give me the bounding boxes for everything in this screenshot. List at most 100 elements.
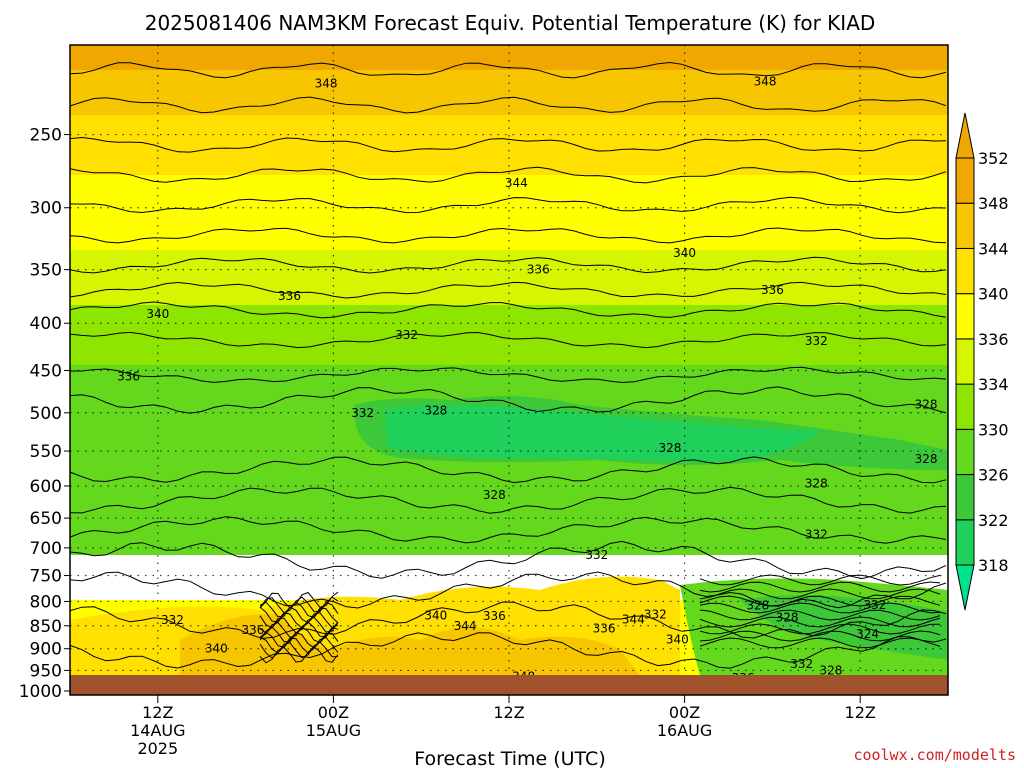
contour-label: 340 bbox=[424, 609, 447, 623]
x-tick-label: 12Z bbox=[142, 703, 173, 722]
moist-core-inner bbox=[385, 405, 820, 462]
contour-label: 328 bbox=[659, 441, 682, 455]
boundary-layer-moist-core bbox=[740, 595, 948, 660]
contour-line bbox=[259, 636, 339, 654]
contour-line bbox=[699, 574, 941, 586]
contour-line bbox=[69, 632, 947, 669]
contour-label: 344 bbox=[505, 176, 528, 190]
colorbar-label: 340 bbox=[978, 285, 1009, 304]
x-axis-title: Forecast Time (UTC) bbox=[414, 748, 605, 768]
x-tick-label: 00Z bbox=[318, 703, 349, 722]
contour-lines bbox=[69, 61, 947, 669]
credit-link[interactable]: coolwx.com/modelts bbox=[853, 746, 1016, 764]
contour-label: 332 bbox=[644, 607, 667, 621]
x-tick-label: 12Z bbox=[493, 703, 524, 722]
contour-label: 332 bbox=[805, 527, 828, 541]
contour-label: 328 bbox=[746, 598, 769, 612]
colorbar-max-arrow bbox=[955, 112, 975, 159]
contour-line bbox=[699, 602, 941, 614]
contour-line bbox=[69, 331, 947, 349]
y-tick-label: 700 bbox=[30, 539, 62, 559]
contour-line bbox=[69, 486, 947, 514]
contour-line bbox=[69, 256, 947, 274]
plot-area: 348 348 344 340 336 336 336 340 336 332 332 332 328 3… bbox=[69, 44, 949, 696]
colorbar-label: 326 bbox=[978, 466, 1009, 485]
x-tick-label: 14AUG bbox=[130, 721, 185, 740]
contour-line bbox=[259, 596, 339, 614]
contour-label: 340 bbox=[673, 246, 696, 260]
contour-line bbox=[259, 606, 339, 624]
band-348 bbox=[70, 70, 948, 115]
contour-label: 332 bbox=[790, 657, 813, 671]
contour-line bbox=[69, 301, 947, 319]
colorbar-label: 348 bbox=[978, 194, 1009, 213]
colorbar: 318 322 326 330 334 336 340 344 348 352 bbox=[955, 112, 1009, 611]
y-tick-label: 1000 bbox=[19, 682, 62, 702]
contour-line bbox=[259, 646, 339, 664]
contour-label: 332 bbox=[585, 548, 608, 562]
contour-line bbox=[699, 616, 941, 628]
colorbar-segment bbox=[955, 202, 975, 249]
contour-label: 328 bbox=[915, 398, 938, 412]
band-upper bbox=[70, 45, 948, 70]
y-axis: 250 300 350 400 450 500 550 600 650 700 750 800 850 9… bbox=[19, 126, 70, 702]
contour-line bbox=[69, 456, 947, 484]
colorbar-segment bbox=[955, 428, 975, 476]
contour-line bbox=[699, 588, 941, 600]
contour-label: 328 bbox=[915, 452, 938, 466]
contour-line bbox=[259, 601, 339, 618]
contour-line bbox=[69, 571, 947, 609]
y-tick-label: 550 bbox=[30, 442, 62, 462]
colorbar-label: 344 bbox=[978, 239, 1009, 258]
y-tick-label: 850 bbox=[30, 617, 62, 637]
contour-line bbox=[69, 227, 947, 244]
y-tick-label: 600 bbox=[30, 477, 62, 497]
contour-line bbox=[259, 626, 339, 644]
contour-label: 340 bbox=[146, 307, 169, 321]
contour-label: 336 bbox=[593, 622, 616, 636]
contour-label: 328 bbox=[805, 476, 828, 490]
colorbar-segment bbox=[955, 293, 975, 340]
y-tick-label: 750 bbox=[30, 567, 62, 587]
contour-line bbox=[699, 595, 941, 607]
contour-label: 340 bbox=[205, 642, 228, 656]
colorbar-label: 336 bbox=[978, 330, 1009, 349]
colorbar-segment bbox=[955, 247, 975, 295]
y-tick-label: 800 bbox=[30, 592, 62, 612]
contour-label: 328 bbox=[483, 488, 506, 502]
x-tick-label: 00Z bbox=[669, 703, 700, 722]
colorbar-label: 322 bbox=[978, 511, 1009, 530]
contour-label: 328 bbox=[819, 663, 842, 677]
contour-label: 332 bbox=[863, 598, 886, 612]
contour-line bbox=[69, 601, 947, 639]
y-tick-label: 350 bbox=[30, 261, 62, 281]
contour-label: 336 bbox=[278, 289, 301, 303]
contour-line bbox=[69, 96, 947, 114]
y-tick-label: 950 bbox=[30, 661, 62, 681]
contour-line bbox=[69, 196, 947, 214]
colorbar-segment bbox=[955, 157, 975, 204]
contour-label: 328 bbox=[424, 403, 447, 417]
grid-lines bbox=[70, 45, 948, 692]
y-tick-label: 500 bbox=[30, 404, 62, 424]
colorbar-label: 330 bbox=[978, 420, 1009, 439]
contour-line bbox=[259, 631, 339, 649]
contour-label: 336 bbox=[527, 263, 550, 277]
contour-label: 340 bbox=[666, 633, 689, 647]
contour-line bbox=[69, 386, 947, 414]
contour-line bbox=[699, 609, 941, 621]
contour-label: 344 bbox=[622, 613, 645, 627]
contour-labels: 348 348 344 340 336 336 336 340 336 332 332 332 328 3… bbox=[117, 74, 937, 685]
contour-label: 336 bbox=[241, 623, 264, 637]
y-tick-label: 900 bbox=[30, 640, 62, 660]
contour-label: 328 bbox=[776, 611, 799, 625]
x-tick-label: 2025 bbox=[137, 739, 178, 758]
contour-label: 332 bbox=[161, 613, 184, 627]
contour-label: 336 bbox=[761, 283, 784, 297]
x-tick-label: 16AUG bbox=[657, 721, 712, 740]
contour-label: 336 bbox=[117, 370, 140, 384]
contour-line bbox=[699, 630, 941, 642]
x-tick-label: 12Z bbox=[845, 703, 876, 722]
